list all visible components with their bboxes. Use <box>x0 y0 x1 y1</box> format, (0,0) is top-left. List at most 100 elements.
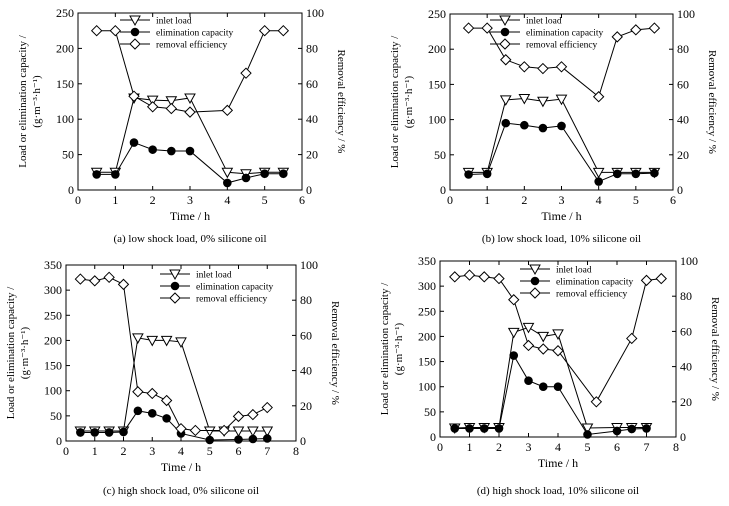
data-point <box>524 376 533 385</box>
x-axis-label: Time / h <box>161 460 201 474</box>
legend-label: inlet load <box>526 17 562 27</box>
y-left-tick-label: 150 <box>428 77 446 91</box>
series-triangle-down <box>74 333 274 437</box>
y-left-axis-unit: (g·m⁻³·h⁻¹) <box>403 75 415 128</box>
x-tick-label: 2 <box>150 193 156 207</box>
legend-marker <box>129 38 141 50</box>
panel-caption: (c) high shock load, 0% silicone oil <box>103 485 259 497</box>
y-right-tick-label: 100 <box>677 7 695 21</box>
y-left-axis-unit: (g·m⁻³·h⁻¹) <box>19 326 31 379</box>
data-point <box>146 95 159 107</box>
y-right-tick-label: 0 <box>680 430 686 444</box>
data-point <box>223 178 232 188</box>
data-point <box>184 106 196 118</box>
y-right-tick-label: 80 <box>677 42 689 56</box>
y-left-tick-label: 0 <box>430 430 436 444</box>
legend-marker <box>499 38 511 50</box>
y-left-tick-label: 350 <box>418 254 436 268</box>
x-axis-label: Time / h <box>541 209 581 223</box>
x-tick-label: 4 <box>224 193 230 207</box>
data-point <box>261 401 273 414</box>
y-left-tick-label: 250 <box>44 308 62 322</box>
data-point <box>241 173 251 183</box>
x-tick-label: 8 <box>293 444 299 458</box>
data-point <box>221 104 234 117</box>
legend-label: removal efficiency <box>156 40 228 51</box>
panel-caption: (a) low shock load, 0% silicone oil <box>113 233 266 245</box>
data-point <box>162 414 171 423</box>
data-point <box>132 386 144 398</box>
legend-marker <box>500 27 510 37</box>
x-tick-label: 4 <box>178 444 184 458</box>
y-left-tick-label: 0 <box>56 434 62 448</box>
y-left-tick-label: 0 <box>68 183 74 197</box>
x-tick-label: 3 <box>526 440 532 454</box>
y-left-tick-label: 200 <box>418 329 436 343</box>
y-right-tick-label: 80 <box>680 289 692 303</box>
x-tick-label: 1 <box>484 193 490 207</box>
series-triangle-down <box>448 322 653 434</box>
y-right-tick-label: 20 <box>300 399 312 413</box>
panel-caption: (d) high shock load, 10% silicone oil <box>477 485 639 497</box>
series-triangle-down <box>462 93 661 179</box>
data-point <box>104 428 114 437</box>
data-point <box>555 61 568 73</box>
data-point <box>185 146 195 156</box>
data-point <box>175 422 187 435</box>
x-tick-label: 0 <box>437 440 443 454</box>
x-tick-label: 0 <box>63 444 69 458</box>
y-left-axis-label: Load or elimination capacity / <box>379 282 391 416</box>
x-tick-label: 7 <box>264 444 270 458</box>
x-tick-label: 0 <box>75 193 81 207</box>
y-right-tick-label: 100 <box>300 258 318 272</box>
y-right-tick-label: 60 <box>680 324 692 338</box>
data-point <box>592 91 605 103</box>
y-left-tick-label: 100 <box>418 380 436 394</box>
x-tick-label: 6 <box>236 444 242 458</box>
x-tick-label: 8 <box>673 440 679 454</box>
legend-marker <box>529 287 541 299</box>
data-point <box>234 435 243 444</box>
series-circle-filled <box>464 118 659 186</box>
legend-label: inlet load <box>156 17 192 27</box>
data-point <box>518 93 531 105</box>
data-point <box>627 424 637 434</box>
data-point <box>612 169 622 179</box>
legend-label: removal efficiency <box>196 294 268 305</box>
series-line <box>454 326 647 429</box>
data-point <box>508 294 520 306</box>
legend-marker <box>499 15 511 27</box>
x-tick-label: 0 <box>447 193 453 207</box>
data-point <box>478 271 490 283</box>
y-right-tick-label: 60 <box>677 77 689 91</box>
data-point <box>626 332 638 345</box>
y-right-tick-label: 40 <box>677 113 689 127</box>
x-tick-label: 5 <box>262 193 268 207</box>
y-left-tick-label: 100 <box>44 384 62 398</box>
data-point <box>482 169 492 179</box>
data-point <box>648 22 661 34</box>
data-point <box>189 424 202 437</box>
data-point <box>146 335 159 347</box>
data-point <box>109 24 122 37</box>
data-point <box>642 424 651 433</box>
y-left-axis-label: Load or elimination capacity / <box>389 35 401 169</box>
y-left-tick-label: 250 <box>418 304 436 318</box>
x-tick-label: 4 <box>596 193 602 207</box>
data-point <box>464 170 473 179</box>
data-point <box>522 339 535 352</box>
series-line <box>468 122 655 183</box>
data-point <box>555 94 568 106</box>
data-point <box>165 102 178 115</box>
data-point <box>203 426 216 437</box>
x-tick-label: 3 <box>559 193 565 207</box>
data-point <box>594 177 603 186</box>
y-right-tick-label: 0 <box>677 183 683 197</box>
x-tick-label: 2 <box>121 444 127 458</box>
data-point <box>493 272 505 285</box>
data-point <box>590 396 603 408</box>
data-point <box>248 434 258 444</box>
data-point <box>262 434 272 443</box>
data-point <box>611 31 623 43</box>
